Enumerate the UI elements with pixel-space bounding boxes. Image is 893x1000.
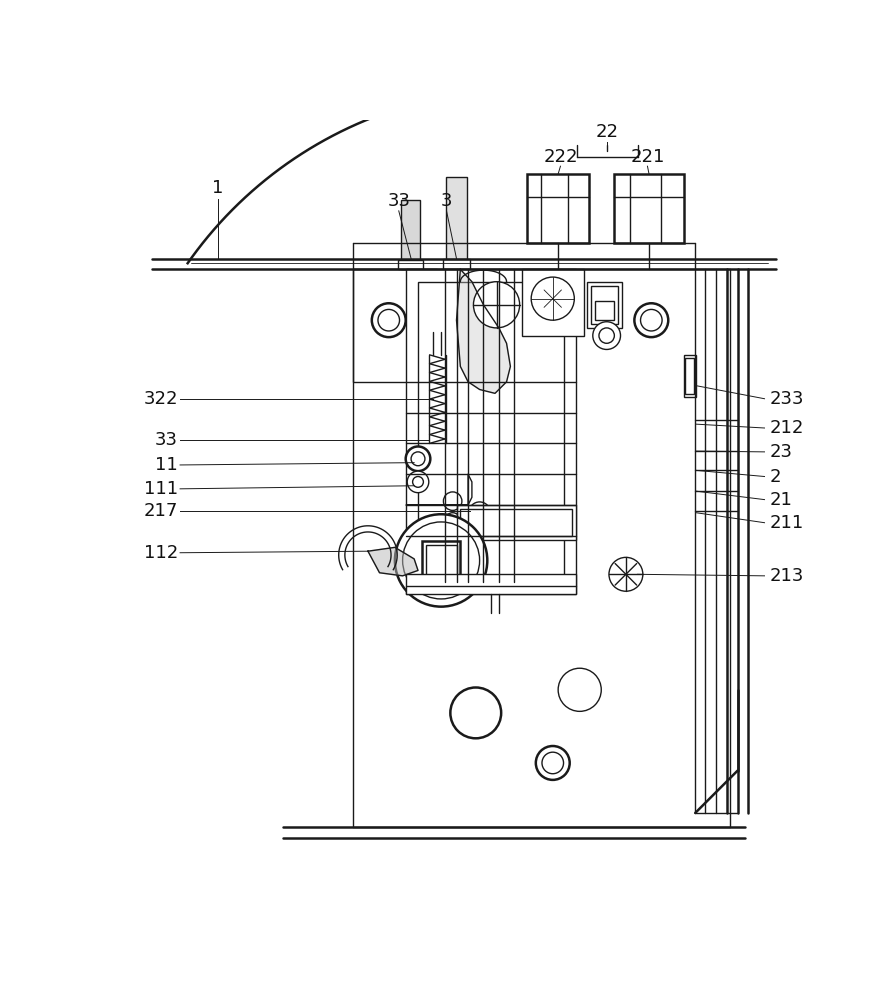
Text: 23: 23 <box>769 443 792 461</box>
Bar <box>406 269 576 594</box>
Circle shape <box>395 514 488 607</box>
Bar <box>446 177 466 269</box>
Text: 211: 211 <box>769 514 804 532</box>
Bar <box>426 545 456 576</box>
Circle shape <box>445 513 461 528</box>
Polygon shape <box>456 269 511 393</box>
Bar <box>461 509 572 536</box>
Text: 2: 2 <box>769 468 780 486</box>
Text: 33: 33 <box>154 431 178 449</box>
Circle shape <box>371 303 405 337</box>
Text: 3: 3 <box>441 192 452 210</box>
Text: 33: 33 <box>388 192 410 210</box>
Text: 233: 233 <box>769 390 804 408</box>
Circle shape <box>413 477 423 487</box>
Text: 112: 112 <box>144 544 178 562</box>
Text: 111: 111 <box>144 480 178 498</box>
Text: 22: 22 <box>596 123 619 141</box>
Bar <box>684 355 696 397</box>
Circle shape <box>599 328 614 343</box>
Bar <box>528 174 589 243</box>
Circle shape <box>450 687 501 738</box>
Text: 213: 213 <box>769 567 804 585</box>
Bar <box>456 505 576 540</box>
Bar <box>614 174 684 243</box>
Bar <box>522 269 583 336</box>
Circle shape <box>444 492 462 510</box>
Bar <box>595 301 614 320</box>
Text: 1: 1 <box>213 179 223 197</box>
Circle shape <box>593 322 621 349</box>
Bar <box>421 541 461 580</box>
Circle shape <box>407 471 429 493</box>
Circle shape <box>634 303 668 337</box>
Circle shape <box>405 446 430 471</box>
Bar <box>444 259 470 269</box>
Polygon shape <box>368 547 418 576</box>
Circle shape <box>640 309 662 331</box>
Text: 222: 222 <box>543 148 578 166</box>
Circle shape <box>473 282 520 328</box>
Text: 21: 21 <box>769 491 792 509</box>
Bar <box>406 574 576 594</box>
Circle shape <box>411 452 425 466</box>
Bar <box>401 200 420 269</box>
Bar <box>591 286 618 324</box>
Text: 322: 322 <box>143 390 178 408</box>
Circle shape <box>536 746 570 780</box>
Circle shape <box>378 309 399 331</box>
Circle shape <box>469 502 490 523</box>
Circle shape <box>558 668 601 711</box>
Text: 212: 212 <box>769 419 804 437</box>
Bar <box>398 260 422 269</box>
Bar <box>685 358 695 394</box>
Bar <box>588 282 622 328</box>
Text: 221: 221 <box>630 148 664 166</box>
Text: 217: 217 <box>144 502 178 520</box>
Bar <box>353 269 438 382</box>
Text: 11: 11 <box>155 456 178 474</box>
Circle shape <box>403 522 480 599</box>
Circle shape <box>531 277 574 320</box>
Circle shape <box>542 752 563 774</box>
Circle shape <box>609 557 643 591</box>
Bar <box>418 282 564 582</box>
